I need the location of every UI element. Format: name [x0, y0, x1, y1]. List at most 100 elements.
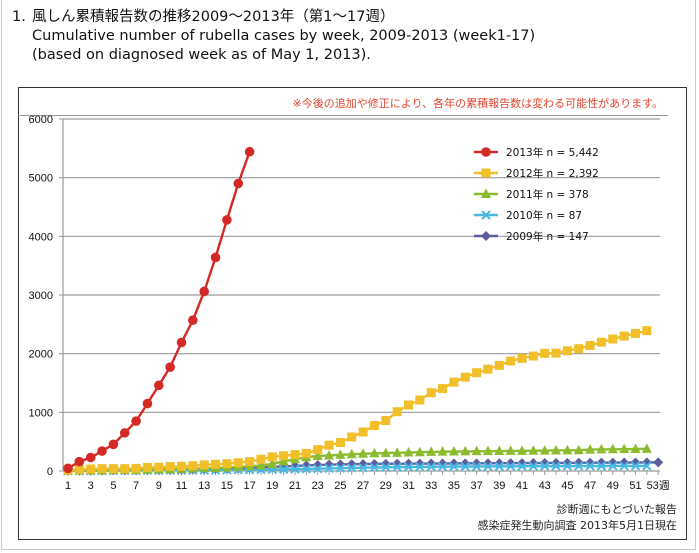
- marker-triangle: [437, 446, 448, 456]
- marker-square: [222, 459, 232, 469]
- title-jp: 風しん累積報告数の推移2009～2013年（第1～17週）: [32, 9, 395, 25]
- marker-triangle: [255, 459, 266, 470]
- marker-square: [517, 353, 527, 363]
- marker-circle: [222, 215, 232, 225]
- marker-triangle: [585, 444, 596, 454]
- marker-x: [358, 463, 368, 473]
- marker-x: [596, 461, 607, 471]
- marker-square: [438, 384, 448, 394]
- marker-circle: [142, 398, 153, 409]
- series-line: [67, 447, 647, 472]
- marker-square: [642, 326, 652, 336]
- marker-x-stroke: [481, 210, 491, 220]
- y-tick-label: 4000: [29, 231, 53, 243]
- y-tick-label: 3000: [29, 290, 53, 302]
- gridlines: [63, 118, 660, 413]
- series-group: [63, 146, 664, 476]
- marker-triangle: [312, 450, 323, 461]
- marker-x: [574, 461, 584, 471]
- marker-triangle: [471, 445, 482, 456]
- marker-square: [562, 346, 572, 356]
- marker-square: [335, 438, 345, 448]
- marker-square: [267, 452, 277, 462]
- source-note-2: 感染症発生動向調査 2013年5月1日現在: [477, 519, 678, 532]
- marker-circle: [97, 446, 107, 456]
- marker-square: [301, 448, 311, 458]
- marker-triangle: [448, 446, 459, 456]
- marker-circle: [85, 452, 96, 463]
- marker-square: [177, 461, 186, 471]
- y-tick-label: 5000: [29, 173, 53, 185]
- marker-x: [562, 461, 573, 471]
- marker-x-stroke: [426, 462, 436, 472]
- marker-square: [596, 337, 606, 347]
- y-tick-label: 1000: [29, 407, 53, 419]
- subtitle-en: (based on diagnosed week as of May 1, 20…: [32, 47, 371, 63]
- x-tick-label: 19: [266, 480, 278, 492]
- x-tick-label: 41: [516, 480, 528, 492]
- y-tick-label: 0: [47, 466, 53, 478]
- marker-square: [608, 334, 618, 344]
- marker-x-stroke: [324, 463, 334, 474]
- legend-label: 2009年 n = 147: [506, 230, 589, 243]
- marker-x-stroke: [347, 463, 357, 473]
- marker-x-stroke: [278, 464, 289, 475]
- marker-x-stroke: [358, 463, 368, 473]
- marker-square: [245, 457, 255, 467]
- legend-item: 2009年 n = 147: [474, 230, 589, 243]
- marker-x-stroke: [301, 464, 312, 474]
- marker-triangle: [505, 445, 516, 455]
- series-line: [67, 151, 251, 470]
- marker-square: [540, 348, 550, 358]
- marker-x-stroke: [335, 463, 346, 473]
- marker-x: [301, 464, 312, 474]
- x-tick-label: 25: [334, 480, 346, 492]
- marker-x-stroke: [471, 461, 482, 472]
- marker-x: [528, 461, 539, 471]
- marker-square: [74, 465, 84, 475]
- marker-triangle: [380, 447, 391, 458]
- marker-x: [481, 210, 491, 220]
- legend-item: 2012年 n = 2,392: [474, 167, 599, 180]
- series-2013: [63, 146, 255, 474]
- marker-square: [481, 168, 491, 178]
- marker-x-stroke: [562, 461, 573, 471]
- marker-x-stroke: [642, 461, 652, 471]
- marker-triangle: [482, 445, 493, 456]
- marker-circle: [119, 428, 130, 438]
- marker-x: [505, 461, 516, 472]
- x-tick-label: 53週: [647, 479, 670, 492]
- marker-x: [347, 463, 357, 473]
- x-tick-label: 9: [156, 480, 162, 492]
- marker-x: [369, 462, 380, 473]
- marker-triangle: [426, 446, 437, 456]
- marker-x: [437, 461, 448, 472]
- marker-triangle: [619, 443, 630, 454]
- marker-circle: [210, 252, 221, 263]
- marker-x-stroke: [381, 462, 391, 473]
- marker-square: [585, 340, 595, 350]
- marker-square: [313, 445, 323, 455]
- marker-square: [369, 421, 379, 431]
- marker-circle: [108, 439, 119, 450]
- marker-square: [324, 440, 334, 450]
- marker-triangle: [641, 443, 652, 453]
- marker-triangle: [551, 444, 562, 455]
- marker-square: [358, 427, 368, 437]
- marker-x-stroke: [312, 463, 323, 474]
- marker-square: [290, 450, 300, 460]
- marker-x-stroke: [483, 461, 493, 472]
- marker-triangle: [278, 455, 289, 466]
- marker-circle: [165, 362, 175, 372]
- x-tick-label: 21: [289, 480, 301, 492]
- legend-item: 2011年 n = 378: [474, 188, 589, 201]
- legend-label: 2011年 n = 378: [506, 188, 589, 201]
- marker-x: [517, 461, 527, 471]
- marker-x: [449, 461, 459, 472]
- x-tick-label: 23: [312, 480, 324, 492]
- marker-x: [539, 461, 550, 471]
- marker-x-stroke: [585, 461, 595, 471]
- marker-triangle: [517, 445, 527, 455]
- marker-square: [165, 462, 175, 472]
